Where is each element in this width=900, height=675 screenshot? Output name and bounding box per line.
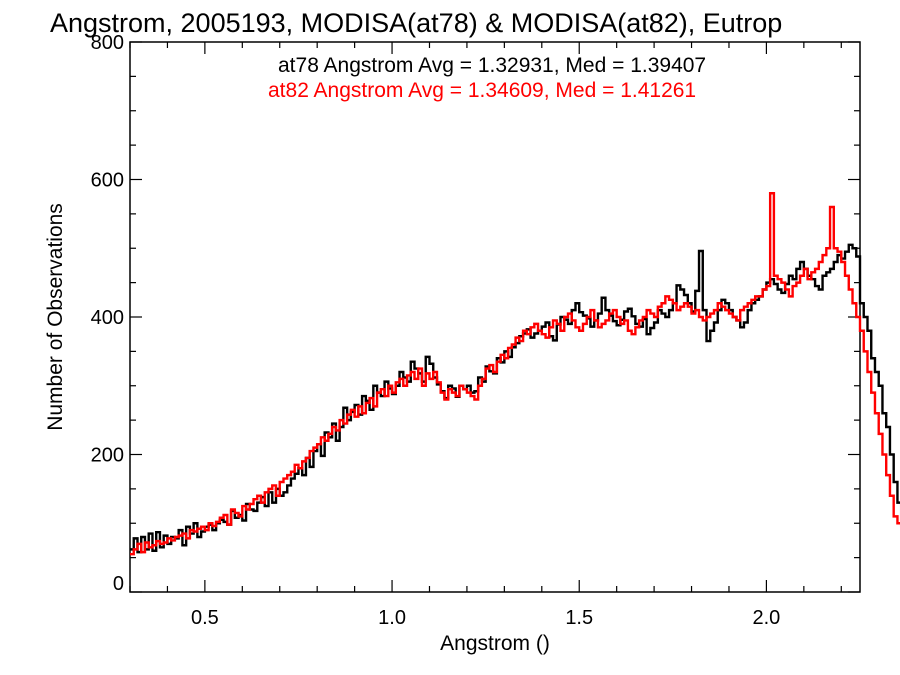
plot-frame — [129, 41, 861, 593]
plot-area — [129, 41, 861, 593]
annotation-at82: at82 Angstrom Avg = 1.34609, Med = 1.412… — [268, 79, 696, 102]
y-axis-label: Number of Observations — [44, 203, 67, 431]
x-axis-label: Angstrom () — [440, 632, 550, 655]
annotation-at78: at78 Angstrom Avg = 1.32931, Med = 1.394… — [278, 54, 706, 77]
x-tick-label: 1.5 — [565, 607, 593, 629]
y-tick-label: 800 — [91, 32, 124, 54]
axis-ticks: 0.5 1.0 1.5 2.0 0 200 400 600 800 — [91, 32, 860, 629]
y-tick-label: 200 — [91, 445, 124, 467]
chart-title: Angstrom, 2005193, MODISA(at78) & MODISA… — [50, 8, 782, 38]
x-tick-label: 0.5 — [191, 607, 219, 629]
y-tick-label: 0 — [113, 573, 124, 595]
histogram-series-1 — [130, 192, 900, 556]
histogram-series-0 — [130, 243, 900, 554]
y-tick-label: 600 — [91, 170, 124, 192]
series-layer — [130, 192, 900, 556]
x-tick-label: 2.0 — [753, 607, 781, 629]
x-tick-label: 1.0 — [378, 607, 406, 629]
y-tick-label: 400 — [91, 307, 124, 329]
